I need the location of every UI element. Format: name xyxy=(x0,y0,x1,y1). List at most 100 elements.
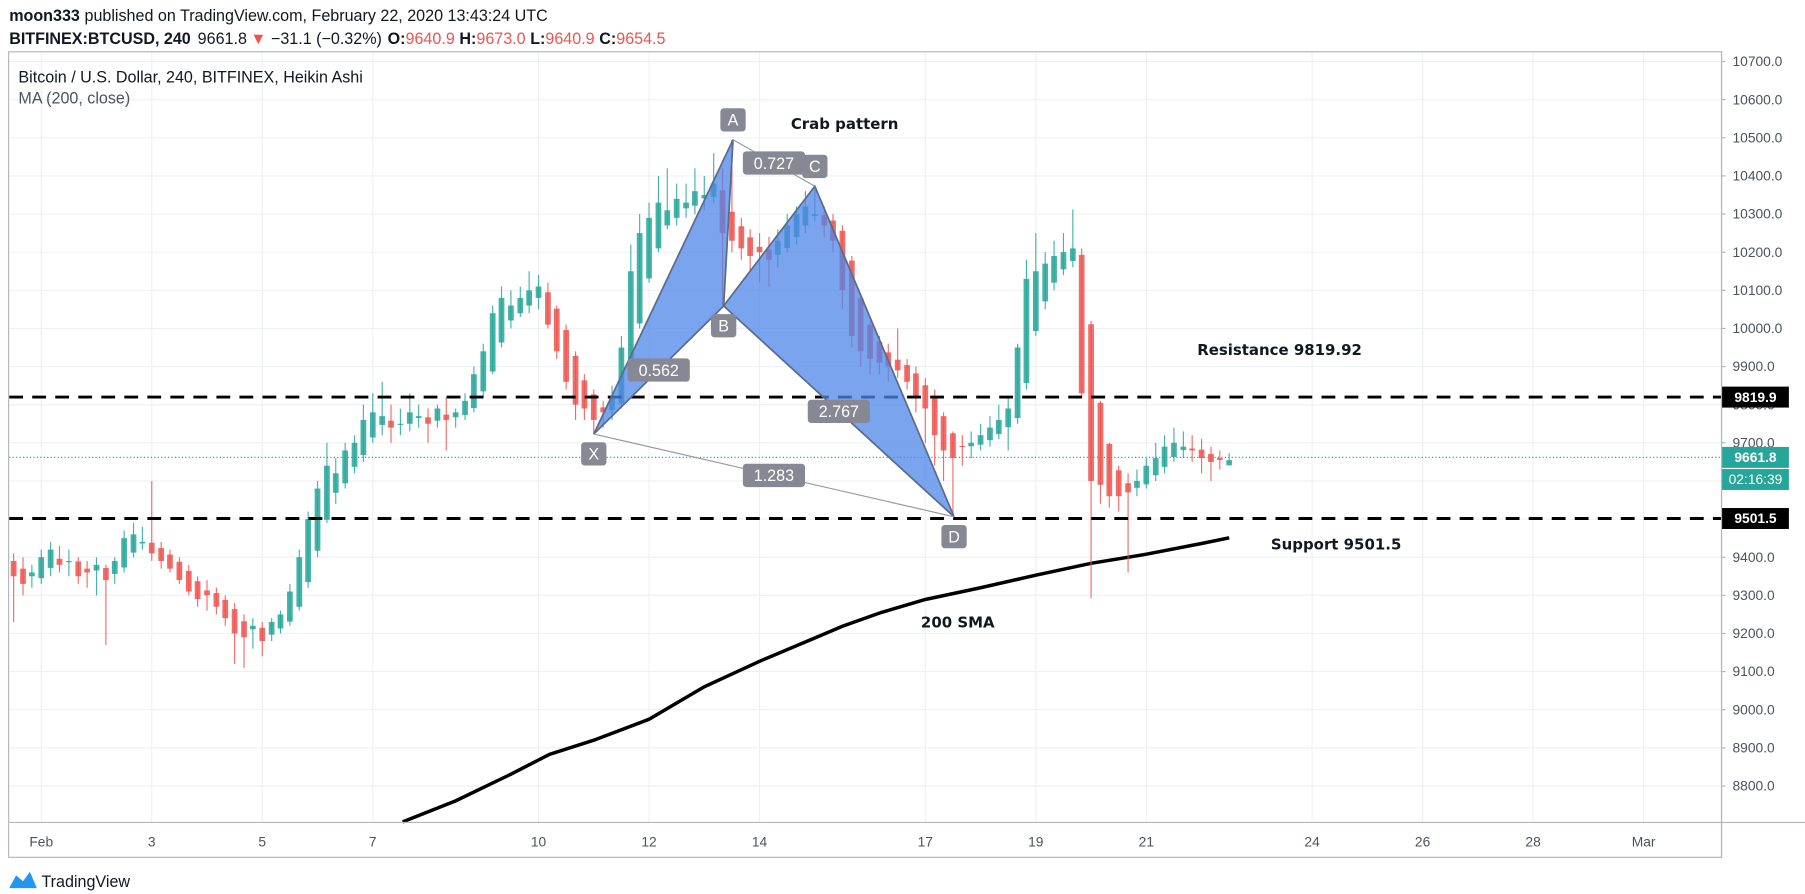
o-label: O: xyxy=(388,30,406,48)
candle-body xyxy=(535,286,542,298)
candle-body xyxy=(1216,458,1223,460)
candle-body xyxy=(940,416,947,451)
candle-body xyxy=(369,412,376,438)
change: −31.1 (−0.32%) xyxy=(271,30,382,48)
pattern-point-label-box xyxy=(802,154,828,179)
candle-body xyxy=(66,561,72,563)
h-label: H: xyxy=(459,30,476,48)
candle-body xyxy=(222,599,229,619)
y-tick-label: 9300.0 xyxy=(1732,587,1774,603)
candle-body xyxy=(545,292,551,325)
candle-body xyxy=(397,423,404,425)
x-tick-label: 5 xyxy=(258,833,266,849)
candle-body xyxy=(56,558,63,565)
arrow: ▼ xyxy=(250,30,266,48)
y-tick-label: 9700.0 xyxy=(1732,434,1774,450)
candle-body xyxy=(388,420,394,428)
candle-body xyxy=(922,385,929,409)
candle-body xyxy=(636,233,643,324)
axis-price-box xyxy=(1722,446,1789,468)
candle-body xyxy=(526,290,533,306)
x-tick-label: 24 xyxy=(1304,833,1320,849)
candle-body xyxy=(1069,248,1076,261)
pattern-point-label: X xyxy=(588,446,599,464)
candle-body xyxy=(1060,252,1067,270)
candle-body xyxy=(959,445,966,448)
candle-body xyxy=(332,473,339,493)
candle-body xyxy=(1134,480,1140,488)
y-tick-label: 9400.0 xyxy=(1732,549,1774,565)
candle-body xyxy=(360,419,367,456)
x-tick-label: 19 xyxy=(1028,833,1044,849)
candle-body xyxy=(194,581,201,600)
sma-text: 200 SMA xyxy=(921,613,995,631)
candle-body xyxy=(581,380,588,409)
candle-body xyxy=(167,554,173,569)
candle-body xyxy=(287,591,293,622)
candle-body xyxy=(1005,408,1012,428)
author: moon333 xyxy=(9,7,80,25)
candle-body xyxy=(1042,263,1049,302)
candle-body xyxy=(673,198,680,218)
pattern-ratio-box xyxy=(742,463,806,488)
x-tick-label: 17 xyxy=(918,833,934,849)
candle-body xyxy=(1051,255,1057,283)
published-text: published on TradingView.com, February 2… xyxy=(84,7,548,25)
candle-body xyxy=(103,567,109,581)
pattern-point-label-box xyxy=(941,524,967,549)
y-tick-label: 10100.0 xyxy=(1732,282,1782,298)
candle-body xyxy=(213,593,220,607)
candle-body xyxy=(904,365,910,382)
brand: TradingView xyxy=(41,873,130,891)
candle-body xyxy=(747,237,754,256)
candle-body xyxy=(443,414,450,420)
candle-body xyxy=(277,614,284,629)
indicator-label: MA (200, close) xyxy=(18,90,130,108)
x-tick-label: 7 xyxy=(369,833,377,849)
candle-body xyxy=(683,202,689,209)
candle-body xyxy=(1152,458,1159,476)
candle-body xyxy=(305,519,312,582)
candle-body xyxy=(75,561,82,577)
candle-body xyxy=(1097,402,1104,485)
axis-price-box xyxy=(1722,386,1789,408)
y-tick-label: 10600.0 xyxy=(1732,91,1782,107)
candle-body xyxy=(977,435,984,445)
pattern-point-label: C xyxy=(809,158,821,176)
countdown: 02:16:39 xyxy=(1729,471,1783,487)
candle-body xyxy=(462,400,468,415)
x-tick-label: 12 xyxy=(641,833,657,849)
axis-price-label: 9819.9 xyxy=(1734,389,1776,405)
candle-body xyxy=(950,433,956,459)
candle-body xyxy=(1023,278,1030,383)
sma-line xyxy=(402,536,1230,824)
candle-body xyxy=(379,416,386,425)
quote-line: BITFINEX:BTCUSD, 240 9661.8 ▼ −31.1 (−0.32%… xyxy=(9,30,665,48)
pattern-ratio: 0.562 xyxy=(639,362,679,380)
candle-body xyxy=(111,561,118,574)
candle-body xyxy=(701,194,708,199)
brand-logo xyxy=(9,871,37,889)
x-tick-label: 28 xyxy=(1525,833,1541,849)
plot-area: X A B C D 0.562 0.727 2.767 1.283 xyxy=(9,52,1721,824)
x-tick-label: Mar xyxy=(1632,833,1656,849)
candle-body xyxy=(434,408,441,421)
candle-body xyxy=(231,609,238,634)
y-tick-label: 9100.0 xyxy=(1732,663,1774,679)
l-label: L: xyxy=(530,30,545,48)
candle-body xyxy=(93,564,100,571)
pattern-point-label-box xyxy=(710,314,737,338)
x-tick-label: 3 xyxy=(148,833,156,849)
candle-body xyxy=(351,442,358,467)
candle-body xyxy=(20,568,26,584)
candle-body xyxy=(268,622,275,635)
candle-body xyxy=(324,465,330,520)
candle-body xyxy=(249,625,256,630)
pattern-point-label: B xyxy=(718,317,729,335)
candle-body xyxy=(241,621,247,638)
axis-price-box xyxy=(1722,508,1789,529)
candle-body xyxy=(572,355,579,405)
l: 9640.9 xyxy=(545,30,594,48)
x-tick-label: 21 xyxy=(1139,833,1155,849)
